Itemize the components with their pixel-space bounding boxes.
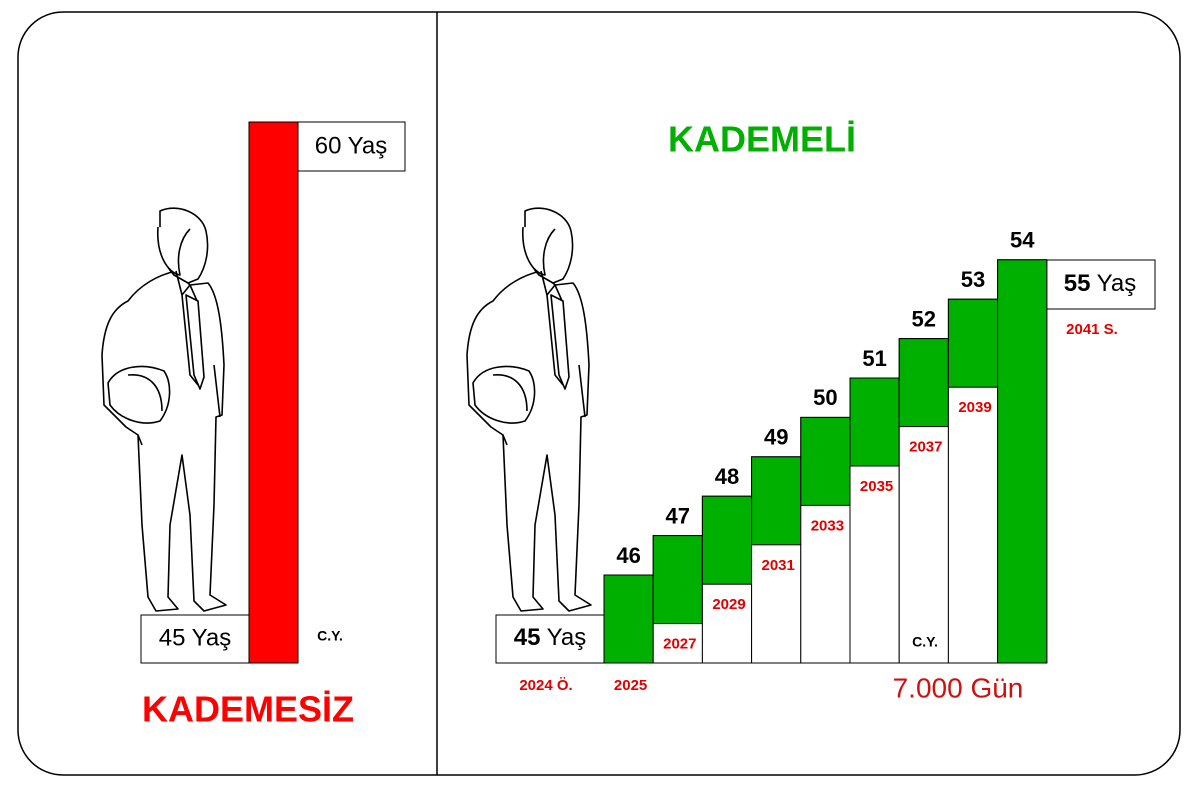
target-label: 55 Yaş — [1064, 270, 1137, 297]
step-year: 2039 — [958, 399, 991, 416]
step-age: 46 — [616, 543, 640, 568]
note-right: C.Y. — [912, 634, 938, 650]
step-year: 2033 — [811, 517, 844, 534]
start-unit: Yaş — [547, 624, 587, 651]
step-bar — [898, 338, 949, 428]
step-year: 2035 — [860, 478, 893, 495]
step-bar — [800, 416, 851, 506]
step-bar — [603, 574, 654, 664]
step-age: 49 — [764, 425, 788, 450]
title-left: KADEMESİZ — [142, 689, 354, 730]
step-age: 53 — [961, 267, 985, 292]
step-age: 51 — [862, 346, 886, 371]
step-bar — [701, 495, 753, 585]
title-right: KADEMELİ — [668, 119, 856, 160]
steps: 46 2025 47 2027 48 2029 49 2031 50 2033 51 2035 52 20… — [603, 228, 1048, 694]
step-year: 2037 — [909, 439, 942, 456]
start-label: 45 Yaş — [514, 624, 587, 651]
step-age: 54 — [1010, 228, 1035, 253]
step-year: 2025 — [614, 677, 647, 694]
floor-label: 45 Yaş — [159, 624, 232, 651]
step-year: 2029 — [712, 596, 745, 613]
note: C.Y. — [317, 628, 343, 644]
target-unit: Yaş — [1097, 270, 1137, 297]
step-age: 48 — [715, 464, 739, 489]
step-bar — [849, 377, 900, 467]
ceiling-label: 60 Yaş — [315, 132, 388, 159]
step-bar — [997, 259, 1048, 664]
red-bar — [248, 121, 299, 664]
start-box — [495, 614, 605, 664]
step-age: 52 — [912, 306, 936, 331]
step-bar — [947, 298, 999, 388]
target-age: 55 — [1064, 270, 1091, 297]
step-year: 2027 — [663, 636, 696, 653]
ceiling-box — [297, 121, 406, 172]
step-year: 2031 — [762, 557, 795, 574]
target-date: 2041 S. — [1066, 321, 1118, 338]
floor-box — [140, 614, 250, 664]
start-date: 2024 Ö. — [519, 677, 572, 694]
step-bar — [751, 456, 802, 546]
step-bar — [652, 535, 703, 625]
step-age: 50 — [813, 385, 837, 410]
step-age: 47 — [666, 503, 690, 528]
start-age: 45 — [514, 624, 541, 651]
total: 7.000 Gün — [893, 672, 1024, 703]
